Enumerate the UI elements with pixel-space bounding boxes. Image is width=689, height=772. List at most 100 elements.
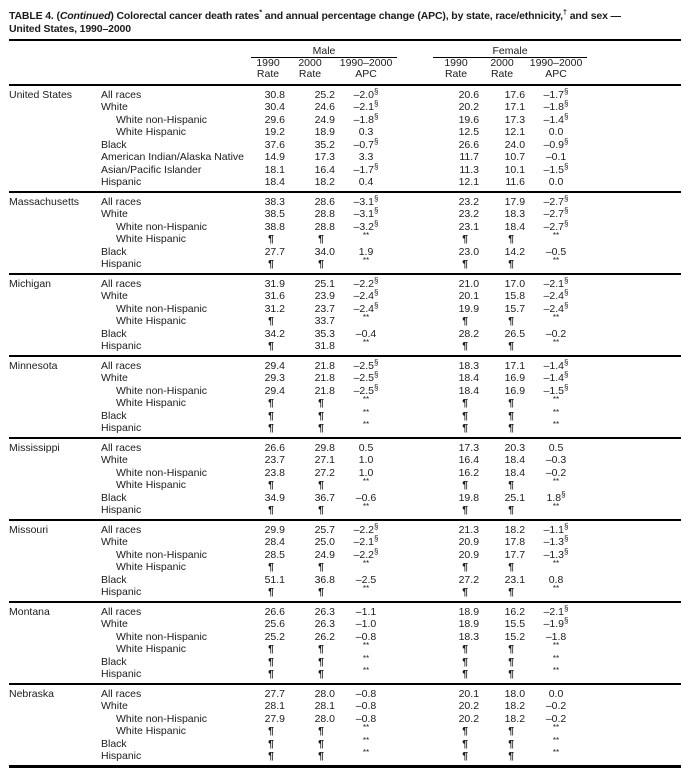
female-1990-rate: 18.4 [458, 384, 480, 397]
table-row: Black 27.7 34.0 1.9 23.0 14.2 –0.5 [9, 246, 681, 259]
table-row: Hispanic 18.4 18.2 0.4 12.1 11.6 0.0 [9, 176, 682, 193]
female-1990-rate: ¶ [433, 586, 480, 603]
right-margin [587, 656, 681, 669]
male-1990-rate: 34.2 [264, 327, 285, 340]
female-2000-rate: ¶ [479, 422, 526, 439]
race-cell: All races [101, 687, 142, 700]
not-calculated-marker: ** [362, 723, 370, 732]
male-1990-rate: 31.6 [264, 290, 285, 302]
female-apc: ** [525, 560, 587, 574]
female-apc: –1.8§ [543, 99, 569, 114]
state-cell [9, 290, 101, 303]
female-apc: –1.5§ [543, 382, 569, 397]
suppressed-marker: ¶ [318, 725, 324, 737]
female-apc: –1.4§ [543, 111, 569, 126]
male-1990-rate: ¶ [251, 315, 285, 328]
female-2000-rate: 16.9 [504, 372, 526, 384]
suppressed-marker: ¶ [508, 643, 515, 655]
table-title: TABLE 4. (Continued) Colorectal cancer d… [9, 5, 681, 41]
table-row: White 25.6 26.3 –1.0 18.9 15.5 –1.9§ [9, 617, 681, 631]
race-cell: White [101, 536, 128, 548]
male-2000-rate: ¶ [285, 725, 335, 738]
male-1990-rate: ¶ [251, 504, 285, 521]
significance-marker: § [374, 136, 379, 146]
not-calculated-marker: ** [362, 666, 370, 675]
male-group-header: Male [251, 40, 398, 58]
male-apc: ** [335, 585, 398, 603]
suppressed-marker: ¶ [268, 422, 274, 434]
race-cell: Black [101, 491, 127, 504]
male-2000-rate: 16.4 [314, 163, 335, 176]
female-2000-rate: 12.1 [504, 126, 526, 138]
race-cell: White Hispanic [116, 233, 187, 245]
male-2000-rate: ¶ [285, 561, 335, 574]
suppressed-marker: ¶ [268, 409, 274, 422]
state-cell [9, 340, 101, 357]
male-1990-rate: ¶ [251, 643, 285, 656]
significance-marker: § [374, 275, 379, 285]
state-cell [9, 492, 101, 505]
female-1990-rate: 20.2 [458, 712, 480, 725]
female-apc: 0.0 [548, 687, 564, 700]
male-apc: ** [335, 503, 398, 521]
race-cell: White non-Hispanic [116, 384, 208, 397]
state-cell: United States [9, 88, 73, 101]
suppressed-marker: ¶ [268, 643, 274, 655]
race-cell: White non-Hispanic [116, 220, 208, 233]
male-2000-rate: ¶ [285, 656, 335, 669]
table-row: Hispanic ¶ ¶ ** ¶ ¶ ** [9, 585, 682, 603]
table-row: White Hispanic ¶ ¶ ** ¶ ¶ ** [9, 478, 681, 492]
table-row: White 29.3 21.8 –2.5§ 18.4 16.9 –1.4§ [9, 371, 681, 385]
female-1990-rate: 18.3 [458, 630, 480, 643]
state-cell [9, 454, 101, 467]
not-calculated-marker: ** [362, 313, 370, 322]
suppressed-marker: ¶ [318, 258, 324, 270]
suppressed-marker: ¶ [462, 315, 469, 327]
male-1990-rate: 26.6 [264, 441, 285, 454]
male-2000-rate: 25.1 [314, 277, 335, 290]
female-2000-rate: 10.1 [504, 163, 526, 176]
table-row: Black ¶ ¶ ** ¶ ¶ ** [9, 736, 681, 751]
table-row: Hispanic ¶ ¶ ** ¶ ¶ ** [9, 666, 682, 685]
race-cell: Hispanic [101, 586, 251, 603]
right-margin [587, 561, 681, 574]
male-apc: ** [335, 396, 397, 410]
right-margin [587, 303, 681, 316]
male-2000-rate: 17.3 [314, 151, 335, 163]
table-row: White non-Hispanic 38.8 28.8 –3.2§ 23.1 18.4 –… [9, 219, 681, 234]
male-1990-rate: 23.7 [264, 454, 285, 466]
state-cell: Massachusetts [9, 195, 80, 208]
female-apc: ** [525, 642, 587, 656]
not-calculated-marker: ** [552, 420, 560, 429]
state-cell [9, 643, 101, 656]
right-margin [587, 151, 681, 164]
male-2000-rate: 28.8 [314, 220, 335, 233]
table-row: Hispanic ¶ ¶ ** ¶ ¶ ** [9, 257, 682, 275]
male-1990-rate: ¶ [251, 668, 285, 685]
male-apc: ** [335, 749, 398, 768]
not-calculated-marker: ** [362, 559, 370, 568]
female-1990-rate: 16.2 [458, 466, 480, 479]
race-cell: American Indian/Alaska Native [101, 151, 244, 163]
column-gap [397, 684, 433, 701]
female-apc: ** [525, 420, 588, 439]
suppressed-marker: ¶ [268, 479, 274, 491]
column-gap [397, 126, 433, 139]
female-1990-rate: ¶ [433, 643, 479, 656]
suppressed-marker: ¶ [268, 725, 274, 737]
female-1990-rate: 20.9 [458, 536, 480, 548]
state-cell [9, 221, 101, 234]
male-2000-rate: 25.2 [314, 88, 335, 101]
significance-marker: § [374, 86, 379, 96]
male-apc: –2.1§ [353, 99, 379, 114]
male-apc: ** [335, 736, 397, 751]
female-apc: –0.9§ [543, 136, 569, 151]
column-gap [397, 221, 433, 234]
suppressed-marker: ¶ [268, 504, 274, 516]
male-1990-rate: 19.2 [264, 126, 285, 138]
male-1990-rate: ¶ [251, 725, 285, 738]
suppressed-marker: ¶ [318, 479, 324, 491]
right-margin [587, 725, 681, 738]
suppressed-marker: ¶ [508, 725, 515, 737]
female-1990-rate: 20.2 [458, 101, 480, 113]
